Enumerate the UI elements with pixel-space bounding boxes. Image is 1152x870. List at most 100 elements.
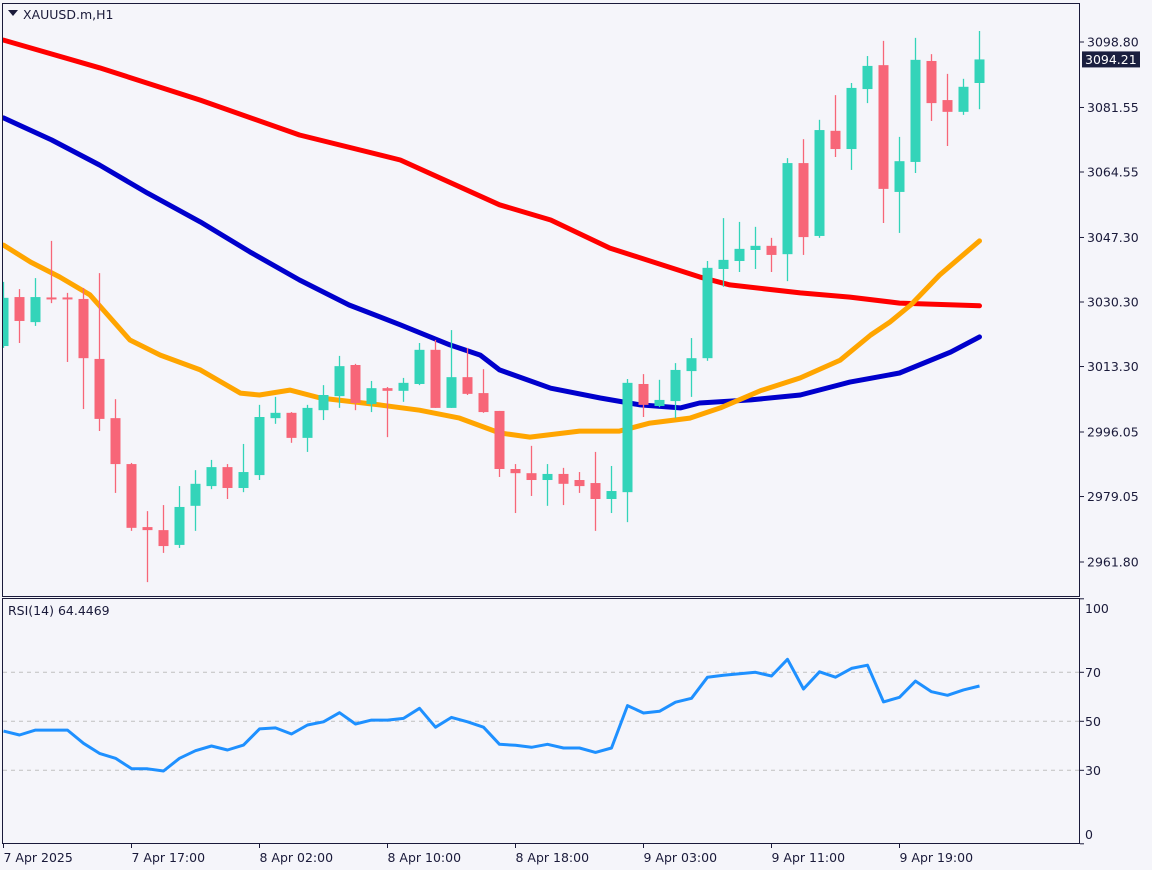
bearish-candle — [382, 387, 393, 438]
candle-body — [510, 469, 521, 474]
candle-body — [702, 267, 713, 359]
bearish-candle — [494, 410, 505, 477]
candle-body — [494, 410, 505, 470]
candle-body — [414, 349, 425, 384]
bullish-candle — [654, 379, 665, 408]
bearish-candle — [830, 95, 841, 158]
price-panel[interactable]: XAUUSD.m,H1 — [0, 3, 1080, 597]
candle-body — [622, 382, 633, 493]
candle-body — [334, 366, 345, 397]
time-tick-label: 7 Apr 17:00 — [132, 850, 206, 865]
candle-body — [446, 377, 457, 408]
bullish-candle — [718, 218, 729, 287]
rsi-axis: 100 70 50 30 0 — [1080, 598, 1109, 845]
bearish-candle — [286, 412, 297, 443]
candle-body — [558, 473, 569, 484]
price-tick-label: 2961.80 — [1087, 555, 1139, 570]
bullish-candle — [190, 470, 201, 531]
price-tick-label: 2996.05 — [1087, 425, 1139, 440]
candle-body — [974, 59, 985, 83]
candle-body — [862, 65, 873, 90]
candle-body — [894, 161, 905, 192]
price-tick-label: 3081.55 — [1087, 100, 1139, 115]
candle-body — [542, 473, 553, 481]
bullish-candle — [302, 404, 313, 452]
bullish-candle — [3, 281, 9, 348]
candle-body — [350, 365, 361, 403]
candle-body — [318, 394, 329, 411]
time-tick-label: 7 Apr 2025 — [4, 850, 73, 865]
price-tick-label: 3064.55 — [1087, 165, 1139, 180]
candle-body — [238, 472, 249, 488]
time-tick-label: 9 Apr 11:00 — [772, 850, 846, 865]
candle-body — [686, 358, 697, 372]
time-tick-label: 9 Apr 03:00 — [644, 850, 718, 865]
time-tick-label: 8 Apr 02:00 — [260, 850, 334, 865]
bullish-candle — [254, 404, 265, 481]
bullish-candle — [734, 221, 745, 273]
rsi-panel[interactable]: RSI(14) 64.4469 — [2, 598, 1080, 844]
bearish-candle — [142, 511, 153, 583]
rsi-levels — [3, 671, 1079, 771]
rsi-tick-label: 30 — [1085, 763, 1101, 778]
bullish-candle — [206, 459, 217, 490]
rsi-tick-label: 70 — [1085, 665, 1101, 680]
candle-body — [638, 383, 649, 405]
candle-body — [782, 163, 793, 255]
candle-body — [94, 358, 105, 419]
candle-body — [158, 530, 169, 547]
candle-body — [590, 483, 601, 499]
bullish-candle — [894, 136, 905, 233]
bearish-candle — [462, 347, 473, 395]
bullish-candle — [238, 443, 249, 493]
rsi-tick-label: 100 — [1085, 601, 1109, 616]
bullish-candle — [862, 56, 873, 104]
bearish-candle — [158, 505, 169, 553]
candle-body — [254, 417, 265, 476]
price-tick-label: 3013.30 — [1087, 359, 1139, 374]
candle-body — [910, 59, 921, 162]
bullish-candle — [398, 377, 409, 402]
bearish-candle — [78, 287, 89, 410]
bearish-candle — [590, 451, 601, 531]
bearish-candle — [638, 374, 649, 418]
bullish-candle — [814, 119, 825, 238]
candle-body — [574, 480, 585, 487]
price-tick-label: 3030.30 — [1087, 295, 1139, 310]
bearish-candle — [878, 40, 889, 224]
candle-body — [526, 473, 537, 481]
price-panel-frame — [2, 3, 1080, 597]
current-price-label: 3094.21 — [1085, 52, 1137, 67]
candle-body — [718, 259, 729, 269]
bullish-candle — [958, 78, 969, 115]
bullish-candle — [174, 486, 185, 548]
symbol-title: XAUUSD.m,H1 — [23, 7, 113, 22]
collapse-triangle-icon[interactable] — [8, 10, 18, 16]
bearish-candle — [926, 54, 937, 121]
bearish-candle — [14, 289, 25, 343]
candle-body — [654, 399, 665, 406]
bullish-candle — [414, 342, 425, 386]
candle-body — [14, 297, 25, 321]
bearish-candle — [110, 399, 121, 493]
price-axis: 3098.80 3081.55 3064.55 3047.30 3030.30 3013.… — [1080, 35, 1139, 570]
candle-body — [62, 297, 73, 300]
price-tick-label: 3098.80 — [1087, 35, 1139, 50]
bearish-candle — [222, 464, 233, 499]
bullish-candle — [782, 158, 793, 282]
candle-body — [366, 388, 377, 405]
candle-body — [670, 369, 681, 402]
candle-body — [382, 388, 393, 391]
bullish-candle — [542, 464, 553, 506]
bullish-candle — [30, 278, 41, 326]
bullish-candle — [366, 380, 377, 413]
rsi-tick-label: 50 — [1085, 714, 1101, 729]
bullish-candle — [686, 338, 697, 397]
ma-slow-red-line — [3, 37, 982, 309]
candle-body — [222, 467, 233, 488]
bearish-candle — [62, 292, 73, 362]
bearish-candle — [126, 462, 137, 531]
candle-body — [750, 245, 761, 250]
rsi-title: RSI(14) 64.4469 — [8, 603, 110, 618]
